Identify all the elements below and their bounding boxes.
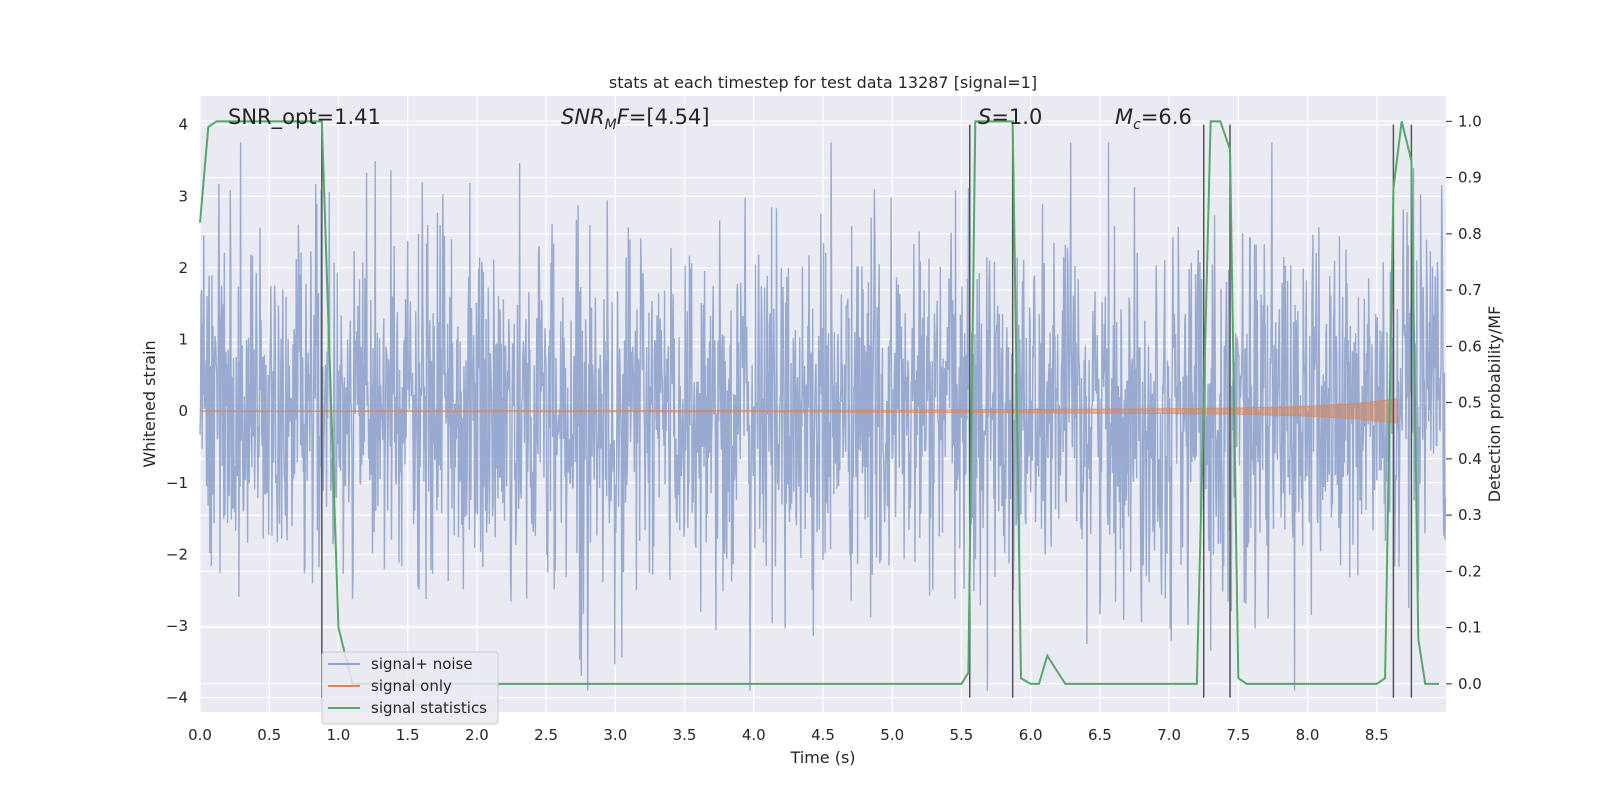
series-signal-only [199,398,1398,424]
legend-label-signal-statistics: signal statistics [371,699,487,717]
x-tick-label-3: 1.5 [396,726,420,744]
y-tick-label-5: 1 [178,331,188,349]
chart-title: stats at each timestep for test data 132… [609,73,1037,92]
x-tick-label-13: 6.5 [1088,726,1112,744]
x-tick-label-0: 0.0 [188,726,212,744]
x-tick-label-5: 2.5 [534,726,558,744]
y-right-tick-label-5: 0.5 [1458,394,1482,412]
y-tick-label-7: 3 [178,187,188,205]
x-tick-label-6: 3.0 [603,726,627,744]
annotation-mc: Mc=6.6 [1115,105,1192,133]
annotations: SNR_opt=1.41 SNRMF=[4.54] S=1.0 Mc=6.6 [228,105,1192,133]
legend-label-signal-only: signal only [371,677,452,695]
x-tick-label-17: 8.5 [1365,726,1389,744]
x-tick-label-11: 5.5 [950,726,974,744]
x-tick-label-16: 8.0 [1296,726,1320,744]
x-tick-label-12: 6.0 [1019,726,1043,744]
y-tick-label-8: 4 [178,116,188,134]
line-signal-statistics [199,120,1440,685]
legend: signal+ noise signal only signal statist… [321,651,499,725]
y-tick-label-0: −4 [166,689,188,707]
x-axis-label: Time (s) [789,748,855,767]
line-signal-plus-noise [199,142,1447,691]
y-right-tick-label-4: 0.4 [1458,450,1482,468]
y-right-tick-label-2: 0.2 [1458,562,1482,580]
x-tick-label-1: 0.5 [257,726,281,744]
y-right-tick-label-8: 0.8 [1458,225,1482,243]
annotation-s: S=1.0 [978,105,1042,129]
y-right-tick-label-9: 0.9 [1458,169,1482,187]
annotation-snr-mf: SNRMF=[4.54] [561,105,710,133]
x-tick-label-10: 5.0 [880,726,904,744]
y-right-tick-label-6: 0.6 [1458,337,1482,355]
y-right-tick-label-0: 0.0 [1458,675,1482,693]
y-right-tick-label-3: 0.3 [1458,506,1482,524]
x-tick-label-7: 3.5 [673,726,697,744]
x-tick-label-8: 4.0 [742,726,766,744]
y-right-tick-label-1: 0.1 [1458,619,1482,637]
y-tick-label-2: −2 [166,545,188,563]
x-tick-label-9: 4.5 [811,726,835,744]
y-right-tick-label-10: 1.0 [1458,112,1482,130]
x-tick-label-4: 2.0 [465,726,489,744]
x-tick-label-14: 7.0 [1157,726,1181,744]
x-axis-ticks: 0.0 0.5 1.0 1.5 2.0 2.5 3.0 3.5 4.0 4.5 5.0 5.5 6.0 6… [188,726,1389,744]
x-tick-label-2: 1.0 [327,726,351,744]
y-tick-label-3: −1 [166,474,188,492]
x-tick-label-15: 7.5 [1226,726,1250,744]
y-axis-right-ticks: 0.0 0.1 0.2 0.3 0.4 0.5 0.6 0.7 0.8 0.9 1.0 [1446,112,1482,693]
y-right-tick-label-7: 0.7 [1458,281,1482,299]
series-signal-statistics [199,120,1440,685]
line-signal-only [199,398,1398,424]
annotation-snr-opt: SNR_opt=1.41 [228,105,381,130]
series-signal-plus-noise [199,142,1447,691]
legend-box [321,651,499,725]
plot-area [199,120,1447,698]
y-tick-label-4: 0 [178,402,188,420]
y-axis-label: Whitened strain [140,340,159,467]
legend-label-signal-plus-noise: signal+ noise [371,655,473,673]
y-tick-label-1: −3 [166,617,188,635]
y-axis-ticks: −4 −3 −2 −1 0 1 2 3 4 [166,116,188,707]
y-axis-right-label: Detection probability/MF [1485,306,1504,503]
y-tick-label-6: 2 [178,259,188,277]
